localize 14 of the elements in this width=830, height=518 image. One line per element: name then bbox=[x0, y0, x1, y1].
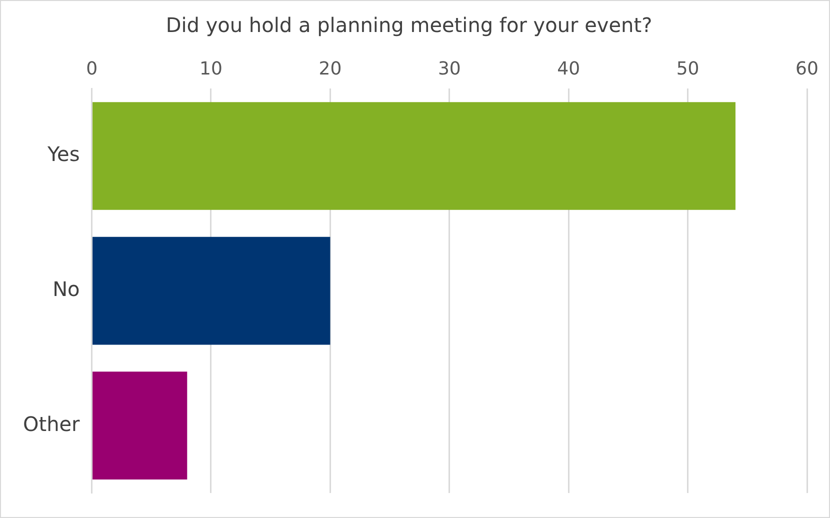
bar bbox=[92, 236, 330, 345]
bar bbox=[92, 102, 736, 210]
x-tick-label: 0 bbox=[86, 58, 98, 80]
y-tick-label: Other bbox=[22, 412, 81, 436]
x-tick-label: 40 bbox=[557, 58, 580, 80]
y-tick-label: Yes bbox=[46, 142, 80, 166]
x-tick-label: 30 bbox=[438, 58, 461, 80]
y-tick-label: No bbox=[52, 277, 80, 302]
x-tick-label: 10 bbox=[200, 58, 222, 80]
bar bbox=[92, 372, 188, 480]
x-tick-label: 50 bbox=[676, 58, 700, 80]
x-tick-label: 60 bbox=[796, 58, 818, 80]
chart-title: Did you hold a planning meeting for your event? bbox=[166, 13, 652, 38]
x-tick-label: 20 bbox=[318, 58, 342, 80]
